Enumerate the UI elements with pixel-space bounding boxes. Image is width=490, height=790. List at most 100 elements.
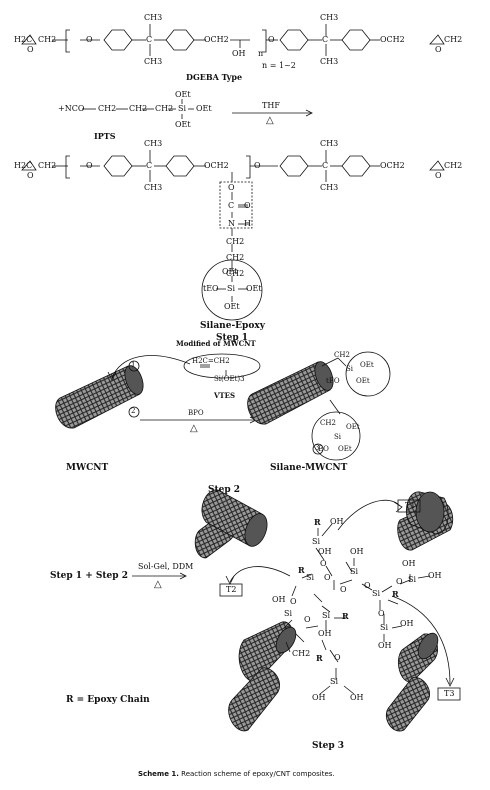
mwcnt-tube-right — [247, 351, 391, 461]
dgeba-structure — [21, 24, 445, 56]
label-ch2-2a: CH2 — [98, 104, 117, 113]
delta-1: △ — [266, 115, 274, 126]
label-h2c-3: H2C — [14, 161, 33, 170]
step3-label: Step 3 — [312, 741, 345, 751]
circle-2-label: 2 — [131, 407, 136, 415]
mwcnt-tube-left — [55, 365, 144, 429]
net-r-4: R — [342, 611, 349, 621]
net-oh-4: OH — [402, 559, 416, 568]
label-c-3: C — [146, 161, 153, 170]
net-oh-6: OH — [400, 619, 414, 628]
right-oet-a2: OEt — [356, 377, 370, 385]
delta-3: △ — [154, 579, 162, 590]
label-och2-1: OCH2 — [204, 35, 229, 44]
net-r-5: R — [316, 653, 323, 663]
label-h-urethane: H — [244, 219, 251, 228]
label-c-3b: C — [322, 161, 329, 170]
label-ch3-1d: CH3 — [320, 57, 339, 66]
bpo-arrow — [128, 406, 257, 424]
right-oet-a1: OEt — [360, 361, 374, 369]
net-oh-7: OH — [378, 641, 392, 650]
net-oh-3: OH — [350, 547, 364, 556]
net-si-6: Si — [380, 623, 389, 632]
tube-top-right — [397, 491, 454, 551]
label-ch3-1a: CH3 — [144, 13, 163, 22]
label-oet-4c: OEt — [224, 302, 240, 311]
right-oet-b1: OEt — [346, 423, 360, 431]
step1-label: Step 1 — [216, 333, 249, 343]
label-si-2: Si — [178, 104, 187, 113]
ipts-label: IPTS — [94, 131, 116, 141]
t3-label: T3 — [444, 689, 455, 698]
label-och2-3: OCH2 — [204, 161, 229, 170]
label-o-urethane: O — [228, 183, 235, 192]
net-si-8: Si — [322, 611, 331, 620]
net-o-5: O — [364, 581, 371, 590]
net-r-2: R — [298, 565, 305, 575]
t2-label: T2 — [226, 585, 237, 594]
dgeba-type-label: DGEBA Type — [186, 72, 243, 82]
sol-gel-label: Sol-Gel, DDM — [138, 562, 194, 571]
label-o-ring-3: O — [27, 171, 34, 180]
net-oh-10: OH — [312, 693, 326, 702]
label-ch2-3c: CH2 — [444, 161, 463, 170]
net-oh-11: OH — [350, 693, 364, 702]
net-si-2: Si — [350, 567, 359, 576]
figure-caption: Scheme 1. Reaction scheme of epoxy/CNT c… — [138, 771, 335, 778]
r-definition: R = Epoxy Chain — [66, 695, 150, 705]
caption-text: Reaction scheme of epoxy/CNT composites. — [178, 770, 335, 778]
label-o-carbonyl: O — [244, 201, 251, 210]
right-oet-b2: OEt — [338, 445, 352, 453]
label-oet-4b: OEt — [246, 284, 262, 293]
label-o-ring-1b: O — [435, 45, 442, 54]
label-ch3-3c: CH3 — [320, 139, 339, 148]
net-o-3: O — [290, 597, 297, 606]
right-eo-b: EO — [318, 445, 329, 453]
label-ch3-1b: CH3 — [144, 57, 163, 66]
label-oh-1: OH — [232, 49, 246, 58]
vtes-label: VTES — [214, 391, 236, 400]
net-r-3: R — [392, 589, 399, 599]
step1-plus-step2-label: Step 1 + Step 2 — [50, 571, 128, 581]
siloxane-network — [219, 499, 461, 701]
right-si-a: Si — [346, 365, 354, 373]
tube-top-left — [194, 489, 268, 559]
label-och2-3b: OCH2 — [380, 161, 405, 170]
circle-3-label: 3 — [315, 444, 320, 452]
label-nco: +NCO — [58, 104, 85, 113]
label-och2-1b: OCH2 — [380, 35, 405, 44]
label-ch3-3d: CH3 — [320, 183, 339, 192]
mwcnt-label: MWCNT — [66, 463, 109, 473]
net-oh-1: OH — [330, 517, 344, 526]
label-o-3: O — [86, 161, 93, 170]
caption-label: Scheme 1. — [138, 770, 179, 778]
label-ch2-4b: CH2 — [226, 253, 245, 262]
silane-mwcnt-label: Silane-MWCNT — [270, 463, 348, 473]
label-teo-4: tEO — [203, 284, 219, 293]
label-o-1b: O — [268, 35, 275, 44]
label-ch2-4c: CH2 — [226, 269, 245, 278]
step2-label: Step 2 — [208, 485, 241, 495]
label-ch3-1c: CH3 — [320, 13, 339, 22]
label-oet-2a: OEt — [175, 90, 191, 99]
vtes-sioet3: Si(OEt)3 — [214, 375, 245, 383]
net-si-9: Si — [330, 677, 339, 686]
label-ch2-1: CH2 — [38, 35, 57, 44]
net-si-4: Si — [372, 589, 381, 598]
net-o-8: O — [304, 615, 311, 624]
label-c-1: C — [146, 35, 153, 44]
net-ch2: CH2 — [292, 649, 311, 658]
vtes-h2c-ch2: H2C=CH2 — [192, 357, 230, 365]
label-n-urethane: N — [228, 219, 235, 228]
net-oh-2: OH — [318, 547, 332, 556]
label-oet-2b: OEt — [196, 104, 212, 113]
label-ch2-4a: CH2 — [226, 237, 245, 246]
modification-arrow — [107, 353, 261, 381]
thf-arrow — [232, 109, 313, 117]
right-si-b: Si — [334, 433, 342, 441]
net-r-1: R — [314, 517, 321, 527]
label-o-ring-1: O — [27, 45, 34, 54]
label-ch2-1c: CH2 — [444, 35, 463, 44]
ipts-structure — [82, 99, 194, 119]
